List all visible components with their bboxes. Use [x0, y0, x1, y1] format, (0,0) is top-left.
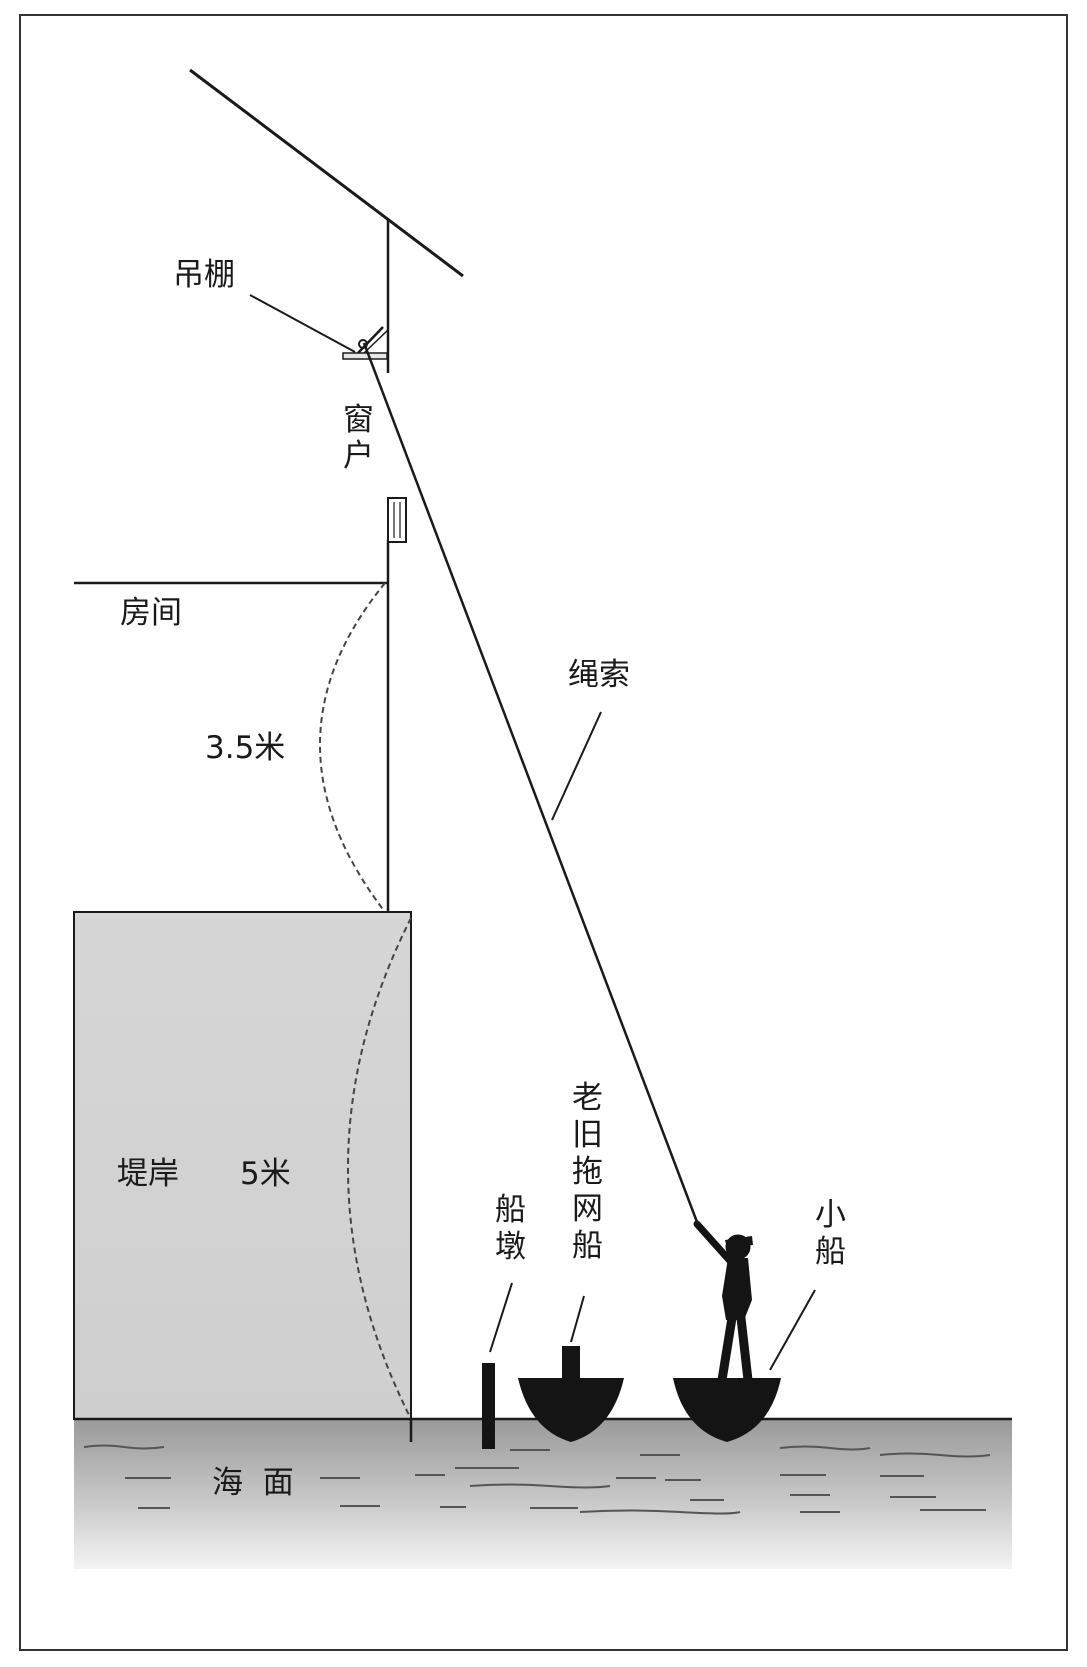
- rope: [362, 342, 699, 1223]
- label-old-trawler-char2: 旧: [572, 1117, 603, 1153]
- person-silhouette: [693, 1220, 753, 1385]
- label-window-char1: 窗: [343, 402, 374, 438]
- mooring-post: [482, 1363, 495, 1449]
- label-small-boat-char2: 船: [815, 1234, 846, 1270]
- label-old-trawler-char3: 拖: [572, 1154, 603, 1190]
- label-small-boat-char1: 小: [815, 1197, 846, 1233]
- room-height-arc: [319, 582, 386, 913]
- label-rope: 绳索: [568, 657, 630, 693]
- small-boat-silhouette: [673, 1378, 781, 1442]
- label-old-trawler-char5: 船: [572, 1228, 603, 1264]
- label-embankment-height: 5米: [240, 1156, 291, 1192]
- window-marker: [387, 497, 407, 543]
- label-sea-surface: 海 面: [212, 1465, 294, 1501]
- roof-line: [189, 68, 464, 278]
- label-embankment: 堤岸: [117, 1156, 179, 1192]
- label-old-trawler-char4: 网: [572, 1191, 603, 1227]
- hanging-shelf-leader: [249, 294, 356, 353]
- label-room: 房间: [120, 595, 182, 631]
- label-old-trawler-char1: 老: [572, 1080, 603, 1116]
- water-ripples: [83, 1444, 991, 1515]
- old-trawler-silhouette: [518, 1346, 624, 1442]
- sea-area: [74, 1419, 1012, 1569]
- label-hanging-shelf: 吊棚: [173, 257, 235, 293]
- old-trawler-leader: [570, 1295, 585, 1343]
- label-mooring-post-char1: 船: [495, 1192, 526, 1228]
- embankment-height-arc: [347, 917, 412, 1420]
- outer-frame: [19, 14, 1068, 1651]
- label-mooring-post-char2: 墩: [495, 1229, 526, 1265]
- label-room-height: 3.5米: [205, 730, 285, 766]
- mooring-post-leader: [489, 1282, 513, 1353]
- small-boat-leader: [769, 1289, 816, 1371]
- hanging-shelf: [342, 326, 389, 360]
- label-window-char2: 户: [343, 438, 374, 474]
- rope-leader: [551, 711, 602, 821]
